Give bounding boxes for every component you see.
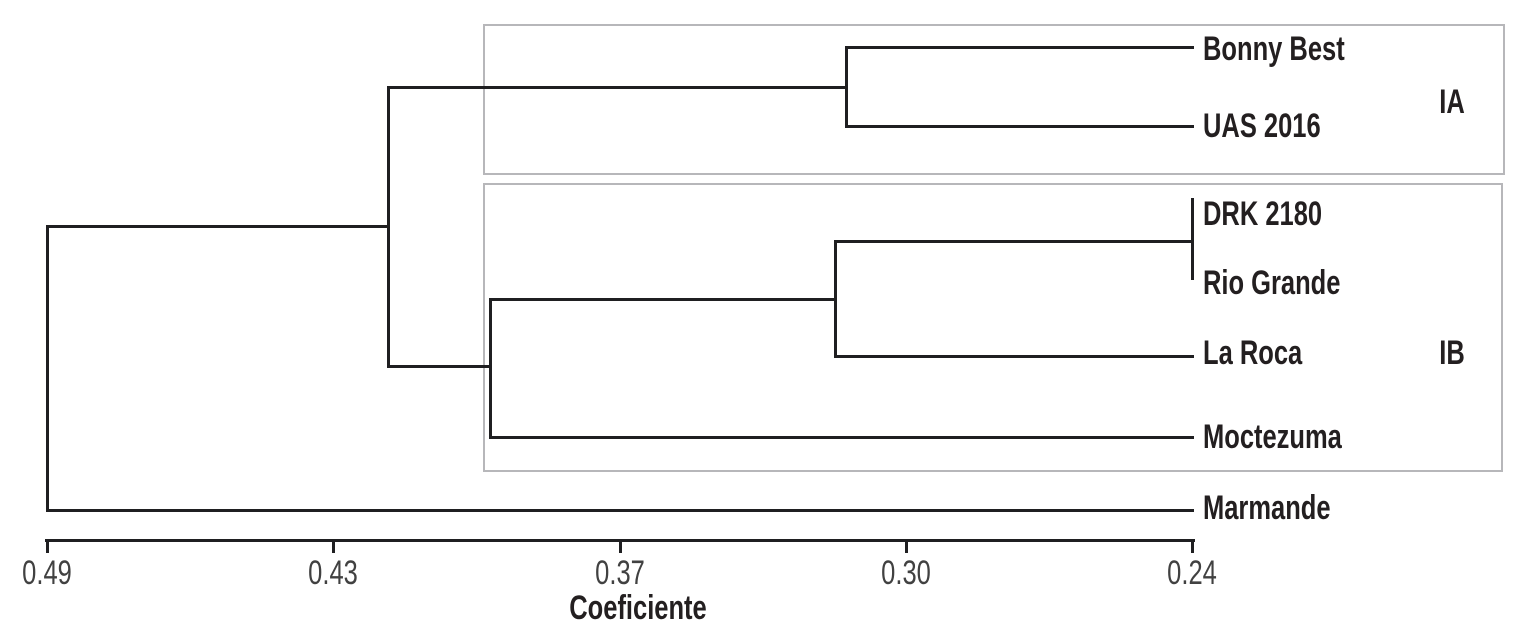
group-label-ib: IB <box>1439 334 1465 372</box>
axis-tick-0.43 <box>331 540 335 553</box>
axis-tick-label-0.49: 0.49 <box>22 554 72 592</box>
axis-title-label: Coeficiente <box>569 589 707 627</box>
ib-vertical <box>488 297 492 439</box>
axis-tick-label-0.24: 0.24 <box>1167 554 1217 592</box>
root-vertical <box>45 224 49 512</box>
leaf-label-drk-2180: DRK 2180 <box>1203 195 1323 233</box>
uas-2016-leaf-line <box>844 124 1194 128</box>
ib-branch <box>386 364 492 368</box>
ia-branch <box>386 85 848 89</box>
axis-tick-0.37 <box>618 540 622 553</box>
axis-tick-0.49 <box>45 540 49 553</box>
cluster-i-branch <box>45 224 390 228</box>
group-label-ia: IA <box>1439 83 1465 121</box>
drk-rio-vertical <box>1190 197 1194 280</box>
leaf-label-la-roca: La Roca <box>1203 334 1303 372</box>
leaf-label-bonny-best: Bonny Best <box>1203 30 1345 68</box>
moctezuma-leaf-line <box>488 435 1194 439</box>
subcluster-vertical <box>833 239 837 358</box>
drk-rio-branch <box>833 239 1194 243</box>
leaf-label-moctezuma: Moctezuma <box>1203 418 1342 456</box>
subcluster-branch <box>488 297 837 301</box>
axis-tick-label-0.30: 0.30 <box>881 554 931 592</box>
bonny-best-leaf-line <box>844 45 1194 49</box>
marmande-leaf-line <box>45 508 1194 512</box>
ia-vertical <box>844 45 848 128</box>
group-box-ia <box>483 24 1505 175</box>
leaf-label-rio-grande: Rio Grande <box>1203 264 1341 302</box>
axis-tick-label-0.37: 0.37 <box>595 554 645 592</box>
la-roca-leaf-line <box>833 354 1194 358</box>
leaf-label-marmande: Marmande <box>1203 489 1331 527</box>
cluster-i-vertical <box>386 85 390 368</box>
leaf-label-uas-2016: UAS 2016 <box>1203 107 1321 145</box>
axis-tick-0.24 <box>1190 540 1194 553</box>
group-box-ib <box>483 183 1503 472</box>
axis-tick-label-0.43: 0.43 <box>308 554 358 592</box>
axis-tick-0.30 <box>904 540 908 553</box>
